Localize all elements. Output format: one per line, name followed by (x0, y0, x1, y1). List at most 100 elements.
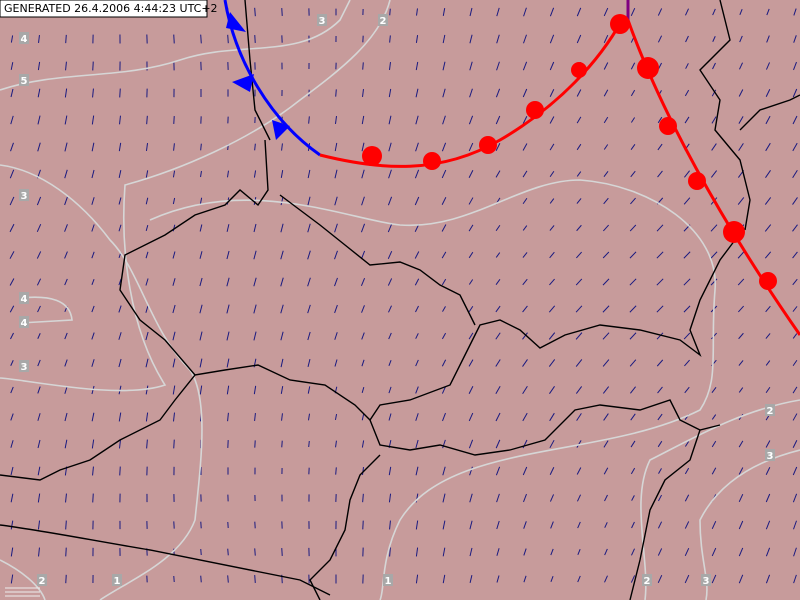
wind-arrow (118, 358, 122, 368)
wind-arrow (64, 115, 68, 125)
wind-arrow (361, 386, 365, 394)
wind-arrow (388, 386, 392, 394)
wind-arrow (226, 358, 230, 368)
wind-arrow (523, 521, 527, 529)
wind-arrow (630, 467, 636, 475)
wind-arrow (495, 279, 501, 285)
wind-arrow (469, 7, 473, 17)
wind-arrow (629, 251, 637, 259)
wind-arrow (631, 521, 635, 529)
wind-arrow (575, 278, 583, 286)
header-box (0, 0, 208, 18)
wind-arrow (10, 466, 14, 476)
wind-arrow (683, 197, 691, 205)
wind-field (9, 7, 798, 584)
wind-arrow (10, 413, 14, 421)
wind-arrow (91, 439, 95, 449)
wind-arrow (226, 385, 230, 395)
wind-arrow (765, 440, 771, 448)
label-box (765, 404, 775, 416)
wind-arrow (388, 142, 392, 152)
wind-arrow (603, 440, 609, 448)
wind-arrow (629, 224, 637, 232)
wind-arrow (792, 306, 798, 312)
wind-arrow (280, 170, 284, 178)
wind-arrow (307, 250, 311, 260)
wind-arrow (92, 493, 94, 503)
warm-front (626, 19, 800, 336)
wind-arrow (173, 34, 175, 44)
wind-arrow (254, 143, 256, 151)
scale-icon (5, 587, 40, 597)
wind-arrow (577, 575, 581, 583)
wind-arrow (685, 8, 689, 16)
wind-arrow (9, 305, 15, 313)
wind-arrow (549, 251, 555, 259)
wind-arrow (91, 197, 95, 205)
wind-arrow (549, 198, 555, 204)
wind-arrow (629, 332, 637, 340)
wind-arrow (738, 143, 744, 151)
wind-arrow (468, 386, 474, 394)
wind-arrow (738, 116, 744, 124)
wind-arrow (737, 251, 745, 259)
contour-label: 4 (21, 318, 28, 329)
wind-arrow (280, 331, 284, 341)
contour-line (0, 0, 391, 392)
wind-arrow (415, 466, 419, 476)
wind-arrow (442, 115, 446, 125)
front-symbol (723, 221, 745, 243)
label-box (378, 14, 388, 26)
wind-arrow (307, 196, 311, 206)
wind-arrow (631, 495, 635, 501)
wind-arrow (468, 305, 474, 313)
wind-arrow (65, 493, 67, 503)
wind-arrow (792, 440, 798, 448)
wind-arrow (361, 196, 365, 206)
wind-arrow (657, 143, 663, 151)
wind-arrow (792, 359, 798, 367)
wind-arrow (603, 34, 609, 44)
wind-arrow (10, 88, 14, 98)
wind-arrow (199, 251, 203, 259)
wind-arrow (36, 251, 42, 259)
wind-arrow (119, 88, 121, 98)
country-border (699, 0, 751, 231)
wind-arrow (361, 359, 365, 367)
wind-arrow (738, 547, 744, 557)
wind-arrow (793, 8, 797, 16)
wind-arrow (710, 170, 718, 178)
wind-arrow (388, 413, 392, 421)
wind-arrow (307, 386, 311, 394)
wind-arrow (226, 224, 230, 232)
wind-arrow (64, 359, 68, 367)
wind-arrow (656, 332, 664, 340)
wind-arrow (604, 575, 608, 583)
contour-line (640, 399, 800, 600)
wind-arrow (604, 494, 608, 502)
wind-arrow (37, 88, 41, 98)
front-symbol (423, 152, 441, 170)
wind-arrow (630, 440, 636, 448)
wind-arrow (360, 223, 366, 233)
wind-arrow (629, 278, 637, 286)
wind-arrow (415, 520, 419, 530)
wind-arrow (118, 142, 122, 152)
wind-arrow (523, 7, 527, 17)
wind-arrow (657, 386, 663, 394)
wind-arrow (765, 520, 771, 530)
wind-arrow (684, 116, 690, 124)
wind-arrow (307, 359, 311, 367)
wind-arrow (604, 548, 608, 556)
wind-arrow (389, 520, 391, 530)
wind-arrow (495, 305, 501, 313)
wind-arrow (739, 9, 743, 15)
wind-arrow (415, 333, 419, 339)
wind-arrow (468, 279, 474, 285)
wind-arrow (738, 520, 744, 530)
wind-arrow (766, 35, 770, 43)
wind-arrow (685, 63, 689, 69)
wind-arrow (576, 467, 582, 475)
wind-arrow (657, 35, 663, 43)
